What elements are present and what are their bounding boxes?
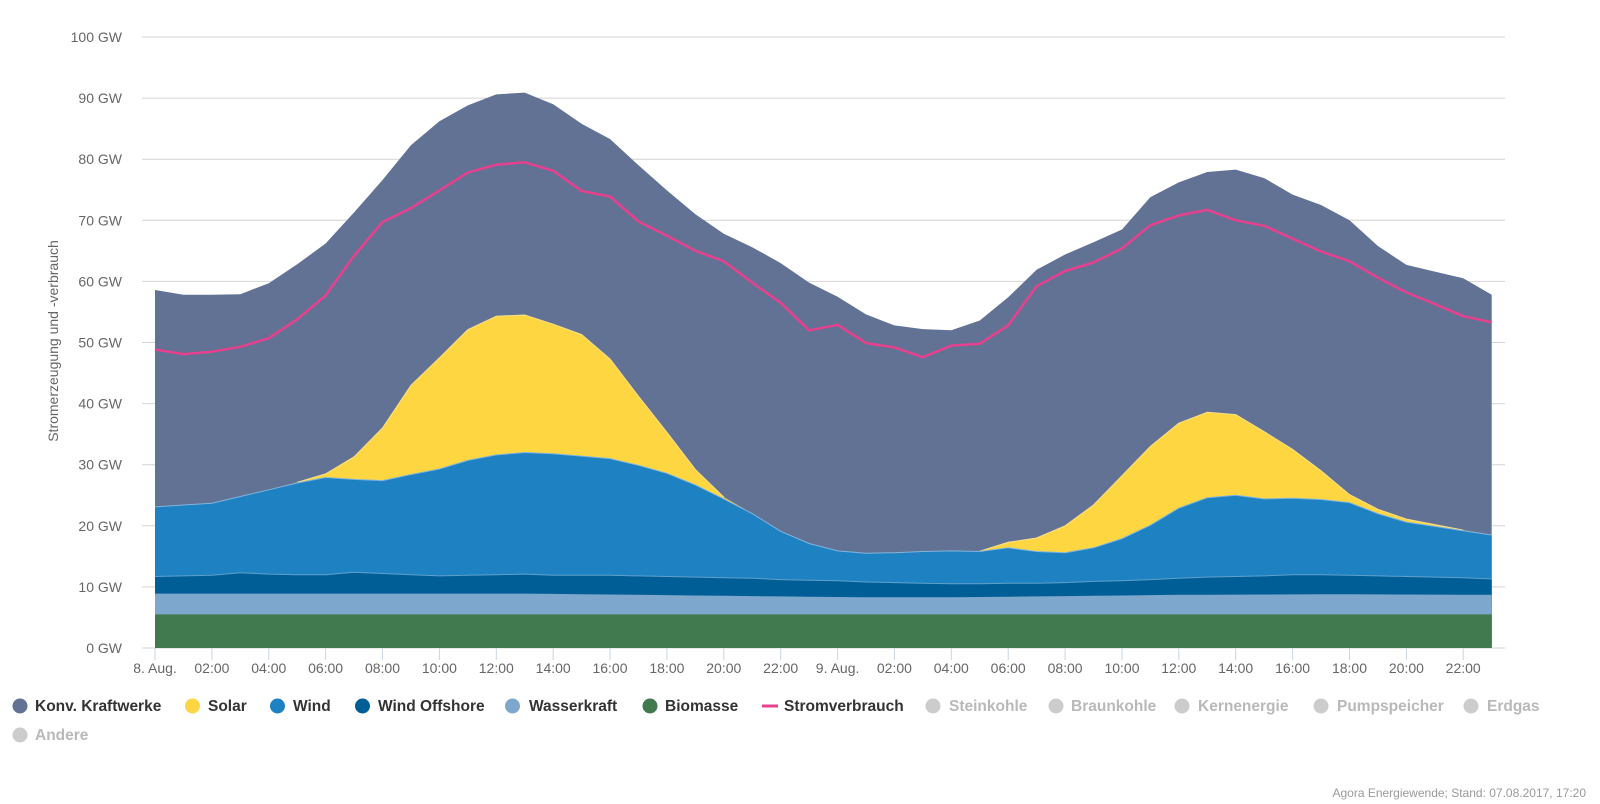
- svg-text:22:00: 22:00: [763, 660, 798, 676]
- svg-text:16:00: 16:00: [592, 660, 627, 676]
- svg-text:Biomasse: Biomasse: [665, 698, 739, 715]
- svg-text:20:00: 20:00: [706, 660, 741, 676]
- svg-text:10 GW: 10 GW: [78, 579, 122, 595]
- svg-text:06:00: 06:00: [991, 660, 1026, 676]
- svg-text:14:00: 14:00: [1218, 660, 1253, 676]
- svg-text:10:00: 10:00: [1104, 660, 1139, 676]
- svg-text:9. Aug.: 9. Aug.: [816, 660, 860, 676]
- svg-text:16:00: 16:00: [1275, 660, 1310, 676]
- svg-text:100 GW: 100 GW: [71, 29, 123, 45]
- svg-text:Wind Offshore: Wind Offshore: [378, 698, 485, 715]
- svg-text:Wasserkraft: Wasserkraft: [529, 698, 617, 715]
- svg-text:Kernenergie: Kernenergie: [1198, 698, 1289, 715]
- svg-text:Braunkohle: Braunkohle: [1071, 698, 1157, 715]
- svg-text:14:00: 14:00: [536, 660, 571, 676]
- svg-text:02:00: 02:00: [877, 660, 912, 676]
- svg-text:08:00: 08:00: [365, 660, 400, 676]
- svg-text:04:00: 04:00: [934, 660, 969, 676]
- svg-text:Erdgas: Erdgas: [1487, 698, 1540, 715]
- svg-text:Solar: Solar: [208, 698, 247, 715]
- svg-text:18:00: 18:00: [1332, 660, 1367, 676]
- svg-text:80 GW: 80 GW: [78, 151, 122, 167]
- svg-text:Stromverbrauch: Stromverbrauch: [784, 698, 904, 715]
- svg-text:50 GW: 50 GW: [78, 335, 122, 351]
- svg-text:10:00: 10:00: [422, 660, 457, 676]
- svg-text:08:00: 08:00: [1048, 660, 1083, 676]
- svg-text:06:00: 06:00: [308, 660, 343, 676]
- svg-text:Agora Energiewende; Stand: 07.: Agora Energiewende; Stand: 07.08.2017, 1…: [1332, 786, 1586, 800]
- svg-text:0 GW: 0 GW: [86, 640, 123, 656]
- svg-text:Pumpspeicher: Pumpspeicher: [1337, 698, 1444, 715]
- svg-text:22:00: 22:00: [1446, 660, 1481, 676]
- svg-text:90 GW: 90 GW: [78, 90, 122, 106]
- svg-text:20:00: 20:00: [1389, 660, 1424, 676]
- svg-text:Wind: Wind: [293, 698, 331, 715]
- svg-text:20 GW: 20 GW: [78, 518, 122, 534]
- svg-text:30 GW: 30 GW: [78, 457, 122, 473]
- svg-text:12:00: 12:00: [1161, 660, 1196, 676]
- svg-text:02:00: 02:00: [194, 660, 229, 676]
- svg-text:8. Aug.: 8. Aug.: [133, 660, 177, 676]
- svg-text:Stromerzeugung und -verbrauch: Stromerzeugung und -verbrauch: [45, 240, 61, 442]
- svg-text:70 GW: 70 GW: [78, 212, 122, 228]
- svg-text:Konv. Kraftwerke: Konv. Kraftwerke: [35, 698, 162, 715]
- svg-text:18:00: 18:00: [649, 660, 684, 676]
- svg-text:Andere: Andere: [35, 727, 89, 744]
- svg-text:40 GW: 40 GW: [78, 396, 122, 412]
- svg-text:60 GW: 60 GW: [78, 273, 122, 289]
- svg-text:04:00: 04:00: [251, 660, 286, 676]
- svg-text:Steinkohle: Steinkohle: [949, 698, 1028, 715]
- svg-text:12:00: 12:00: [479, 660, 514, 676]
